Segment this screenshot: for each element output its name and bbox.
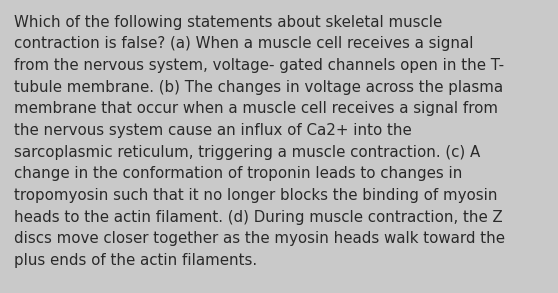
Text: contraction is false? (a) When a muscle cell receives a signal: contraction is false? (a) When a muscle … bbox=[14, 36, 473, 51]
Text: heads to the actin filament. (d) During muscle contraction, the Z: heads to the actin filament. (d) During … bbox=[14, 210, 503, 225]
Text: from the nervous system, voltage- gated channels open in the T-: from the nervous system, voltage- gated … bbox=[14, 58, 504, 73]
Text: the nervous system cause an influx of Ca2+ into the: the nervous system cause an influx of Ca… bbox=[14, 123, 412, 138]
Text: tubule membrane. (b) The changes in voltage across the plasma: tubule membrane. (b) The changes in volt… bbox=[14, 80, 503, 95]
Text: membrane that occur when a muscle cell receives a signal from: membrane that occur when a muscle cell r… bbox=[14, 101, 498, 116]
Text: Which of the following statements about skeletal muscle: Which of the following statements about … bbox=[14, 15, 442, 30]
Text: discs move closer together as the myosin heads walk toward the: discs move closer together as the myosin… bbox=[14, 231, 505, 246]
Text: change in the conformation of troponin leads to changes in: change in the conformation of troponin l… bbox=[14, 166, 463, 181]
Text: plus ends of the actin filaments.: plus ends of the actin filaments. bbox=[14, 253, 257, 268]
Text: tropomyosin such that it no longer blocks the binding of myosin: tropomyosin such that it no longer block… bbox=[14, 188, 497, 203]
Text: sarcoplasmic reticulum, triggering a muscle contraction. (c) A: sarcoplasmic reticulum, triggering a mus… bbox=[14, 145, 480, 160]
